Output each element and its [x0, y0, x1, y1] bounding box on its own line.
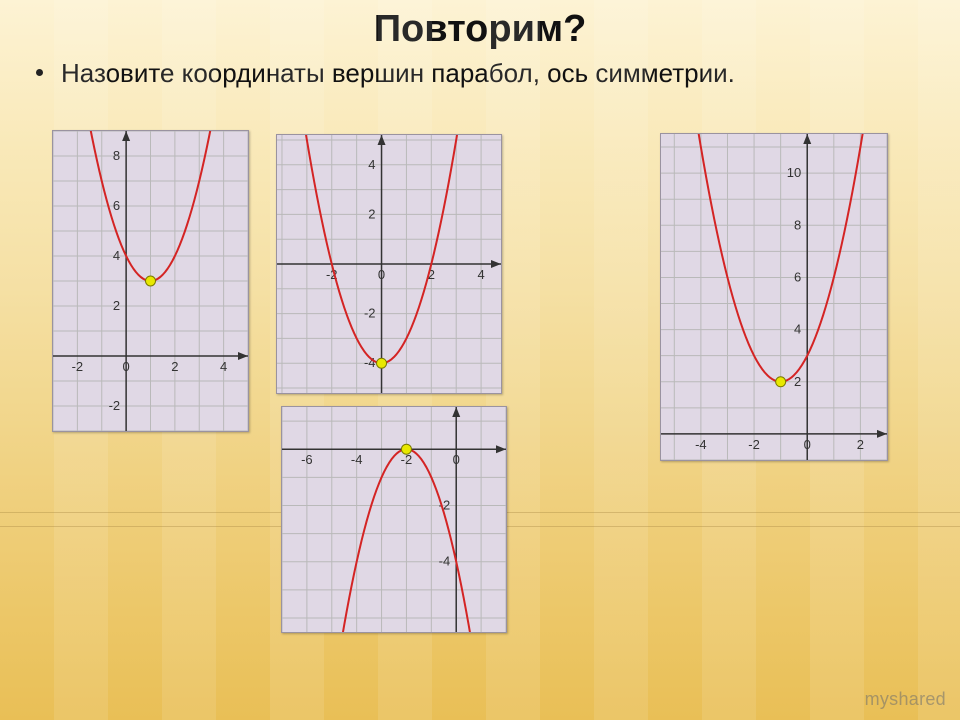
svg-text:6: 6	[794, 269, 801, 284]
svg-text:4: 4	[368, 157, 375, 172]
svg-text:2: 2	[368, 206, 375, 221]
svg-text:8: 8	[113, 148, 120, 163]
watermark: myshared	[865, 689, 946, 710]
chart-a: -2 0 2 4 -2 2 4 6 8	[52, 130, 249, 432]
bullet-text: Назовите координаты вершин парабол, ось …	[61, 57, 735, 90]
charts-container: -2024-22468-2024-4-224-4-202246810-6-4-2…	[0, 130, 960, 710]
chart-d: -6-4-20-4-2	[281, 406, 507, 633]
svg-text:0: 0	[804, 437, 811, 452]
bullet-dot-icon	[36, 69, 43, 76]
svg-text:2: 2	[171, 359, 178, 374]
svg-text:0: 0	[378, 267, 385, 282]
chart-c: -4 -2 0 2 2 4 6 8 10	[660, 133, 888, 461]
svg-text:0: 0	[123, 359, 130, 374]
svg-text:0: 0	[453, 452, 460, 467]
svg-text:-4: -4	[439, 554, 451, 569]
svg-text:-4: -4	[351, 452, 363, 467]
svg-text:4: 4	[477, 267, 484, 282]
svg-text:-2: -2	[109, 398, 121, 413]
svg-text:2: 2	[113, 298, 120, 313]
svg-text:-4: -4	[695, 437, 707, 452]
svg-text:-2: -2	[72, 359, 84, 374]
svg-text:6: 6	[113, 198, 120, 213]
slide-title: Повторим?	[0, 0, 960, 51]
svg-text:4: 4	[220, 359, 227, 374]
svg-text:-6: -6	[301, 452, 313, 467]
chart-b: -2024-4-224	[276, 134, 502, 394]
svg-text:-2: -2	[364, 306, 376, 321]
svg-text:-2: -2	[748, 437, 760, 452]
svg-text:8: 8	[794, 217, 801, 232]
svg-text:10: 10	[787, 165, 801, 180]
svg-text:4: 4	[113, 248, 120, 263]
svg-text:2: 2	[794, 374, 801, 389]
svg-text:2: 2	[857, 437, 864, 452]
svg-text:4: 4	[794, 322, 801, 337]
bullet-item: Назовите координаты вершин парабол, ось …	[0, 51, 960, 90]
